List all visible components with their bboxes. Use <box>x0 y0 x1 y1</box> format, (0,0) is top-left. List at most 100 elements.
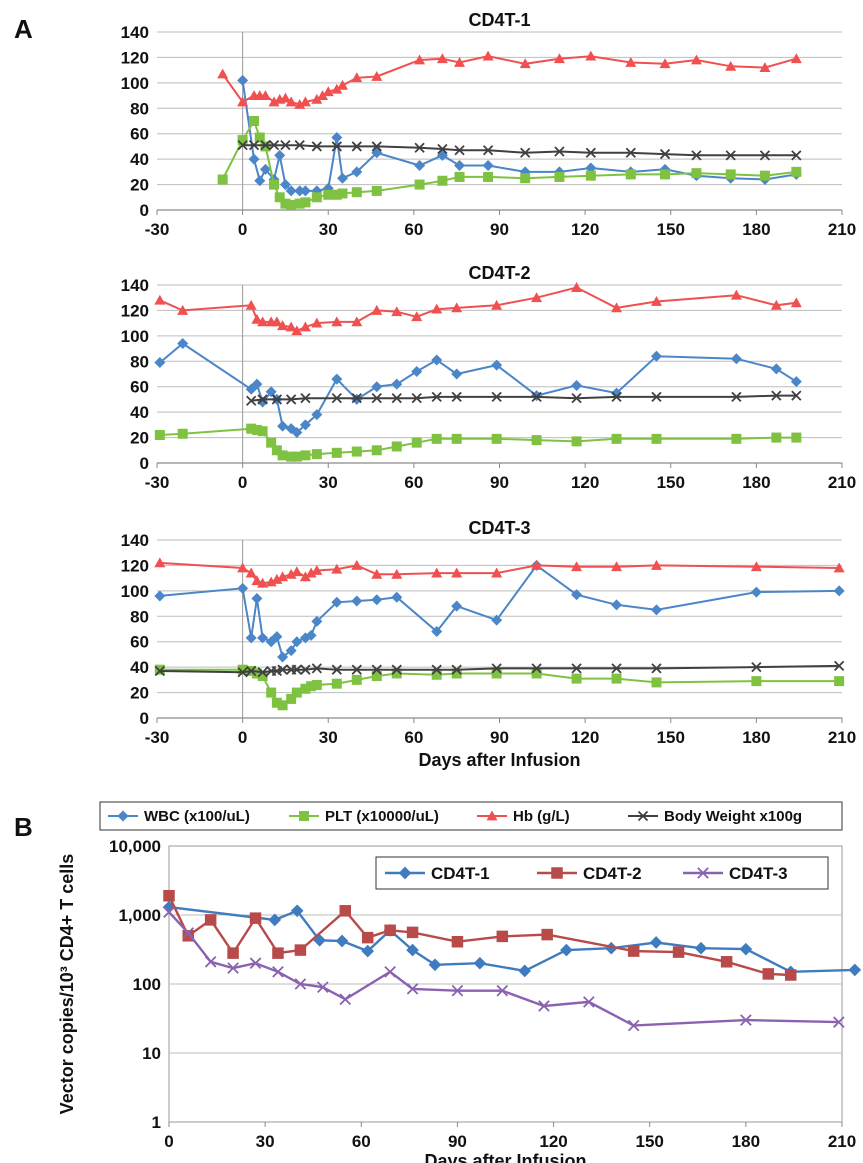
cd4t-2-y-tick-label: 20 <box>130 429 149 448</box>
cd4t-1-point-body-weight-x100g <box>585 147 596 158</box>
vector-copies-point-cd4t-3 <box>384 966 396 978</box>
cd4t-1-point-body-weight-x100g <box>311 141 322 152</box>
cd4t-1-y-tick-label: 0 <box>140 201 149 220</box>
cd4t-3-y-tick-label: 60 <box>130 633 149 652</box>
cd4t-1-point-plt-x10000-ul <box>280 198 291 209</box>
cd4t-2-point-plt-x10000-ul <box>611 433 622 444</box>
cd4t-2-point-plt-x10000-ul <box>300 450 311 461</box>
cd4t-2-point-wbc-x100-ul <box>391 378 403 390</box>
cd4t-2-point-hb-g-l <box>770 299 782 310</box>
vector-copies-point-cd4t-1 <box>649 936 663 949</box>
cd4t-1-point-hb-g-l <box>625 57 637 67</box>
cd4t-1-point-body-weight-x100g <box>248 140 260 151</box>
cd4t-1-point-body-weight-x100g <box>260 140 271 151</box>
cd4t-3-point-body-weight-x100g <box>451 664 462 675</box>
cd4t-3-point-hb-g-l <box>251 575 263 586</box>
cd4t-3-point-plt-x10000-ul <box>651 677 662 688</box>
cd4t-1-point-plt-x10000-ul <box>269 179 280 190</box>
vector-copies-point-cd4t-1 <box>694 941 708 955</box>
vector-copies-point-cd4t-2 <box>496 930 509 943</box>
cd4t-3-point-plt-x10000-ul <box>291 687 302 698</box>
cd4t-3-point-wbc-x100-ul <box>305 629 317 641</box>
legend-a-label-body-weight-x100g: Body Weight x100g <box>664 808 802 825</box>
cd4t-2-point-body-weight-x100g <box>257 394 268 405</box>
cd4t-3-point-plt-x10000-ul <box>277 700 288 711</box>
cd4t-2-point-wbc-x100-ul <box>331 373 343 385</box>
cd4t-3-point-wbc-x100-ul <box>750 586 762 598</box>
cd4t-2-point-hb-g-l <box>391 306 403 317</box>
vector-copies-point-cd4t-3 <box>832 1016 845 1028</box>
cd4t-2-point-body-weight-x100g <box>611 391 622 403</box>
cd4t-1-point-hb-g-l <box>331 83 343 94</box>
panel-b-label: B <box>14 812 33 842</box>
cd4t-2-point-plt-x10000-ul <box>277 450 288 461</box>
cd4t-2-point-wbc-x100-ul <box>277 420 289 432</box>
legend-a-label-plt-x10000-ul: PLT (x10000/uL) <box>325 808 439 825</box>
cd4t-3-point-plt-x10000-ul <box>300 683 311 694</box>
cd4t-2-point-wbc-x100-ul <box>611 387 623 399</box>
cd4t-1-point-plt-x10000-ul <box>759 170 770 181</box>
cd4t-1-point-plt-x10000-ul <box>351 187 362 198</box>
vector-copies-point-cd4t-3 <box>182 927 195 939</box>
cd4t-3-point-hb-g-l <box>431 567 443 578</box>
cd4t-3-point-hb-g-l <box>571 561 583 572</box>
cd4t-2-y-tick-label: 0 <box>140 454 149 473</box>
cd4t-2-point-wbc-x100-ul <box>431 354 443 366</box>
cd4t-3-point-body-weight-x100g <box>331 664 342 675</box>
cd4t-3-point-hb-g-l <box>531 559 543 570</box>
cd4t-2-point-hb-g-l <box>177 304 189 315</box>
vector-copies-point-cd4t-3 <box>583 996 595 1008</box>
cd4t-3-point-body-weight-x100g <box>391 664 402 675</box>
cd4t-1-point-plt-x10000-ul <box>254 132 265 143</box>
cd4t-1-point-wbc-x100-ul <box>294 185 306 197</box>
cd4t-1-x-tick-label: 180 <box>742 220 770 239</box>
cd4t-3-point-body-weight-x100g <box>277 664 288 675</box>
cd4t-3-point-wbc-x100-ul <box>491 614 503 626</box>
cd4t-2-point-wbc-x100-ul <box>311 409 323 421</box>
cd4t-3-y-tick-label: 120 <box>121 556 149 575</box>
cd4t-2-x-tick-label: 150 <box>657 473 685 492</box>
cd4t-3-point-hb-g-l <box>351 559 363 570</box>
vector-copies-point-cd4t-2 <box>361 931 374 944</box>
cd4t-3-y-tick-label: 140 <box>121 531 149 550</box>
cd4t-2-point-hb-g-l <box>257 316 269 327</box>
cd4t-3-point-hb-g-l <box>285 568 297 579</box>
cd4t-3-point-wbc-x100-ul <box>833 585 845 597</box>
cd4t-2-point-body-weight-x100g <box>651 391 662 403</box>
cd4t-3-x-tick-label: 150 <box>657 728 685 747</box>
cd4t-2-point-hb-g-l <box>351 316 363 327</box>
vector-copies-point-cd4t-2 <box>406 926 419 939</box>
cd4t-1-point-hb-g-l <box>237 96 249 107</box>
cd4t-2-point-plt-x10000-ul <box>331 447 342 458</box>
cd4t-1-point-hb-g-l <box>725 60 737 71</box>
cd4t-1-point-plt-x10000-ul <box>274 192 285 203</box>
cd4t-1-title: CD4T-1 <box>468 10 530 30</box>
vector-copies-point-cd4t-2 <box>249 912 262 924</box>
cd4t-1-point-hb-g-l <box>311 93 323 104</box>
cd4t-3-x-tick-label: 60 <box>404 728 423 747</box>
cd4t-2-point-wbc-x100-ul <box>177 337 189 349</box>
legend-b-frame <box>375 856 829 890</box>
cd4t-2-point-body-weight-x100g <box>271 394 283 405</box>
cd4t-1-point-hb-g-l <box>454 57 466 67</box>
cd4t-1-point-wbc-x100-ul <box>299 185 311 197</box>
vector-copies-y-axis-label: Vector copies/10³ CD4+ T cells <box>57 854 77 1115</box>
cd4t-3-point-hb-g-l <box>331 563 343 574</box>
cd4t-3-point-hb-g-l <box>451 567 463 578</box>
cd4t-3-y-tick-label: 40 <box>130 658 149 677</box>
cd4t-3-point-body-weight-x100g <box>491 663 502 674</box>
cd4t-2-point-wbc-x100-ul <box>770 363 782 375</box>
cd4t-3-y-tick-label: 100 <box>121 582 149 601</box>
cd4t-2-point-body-weight-x100g <box>431 391 442 403</box>
cd4t-2-point-wbc-x100-ul <box>299 419 311 431</box>
cd4t-2-point-body-weight-x100g <box>411 393 422 404</box>
cd4t-1-series-line-plt-x10000-ul <box>221 118 797 206</box>
cd4t-3-point-hb-g-l <box>265 576 277 587</box>
cd4t-1-y-tick-label: 140 <box>121 23 149 42</box>
cd4t-2-point-plt-x10000-ul <box>251 424 262 435</box>
cd4t-2-point-hb-g-l <box>491 299 503 310</box>
vector-copies-y-tick-label: 100 <box>133 975 161 994</box>
cd4t-3-point-plt-x10000-ul <box>391 668 402 679</box>
cd4t-2-x-tick-label: 0 <box>238 473 247 492</box>
